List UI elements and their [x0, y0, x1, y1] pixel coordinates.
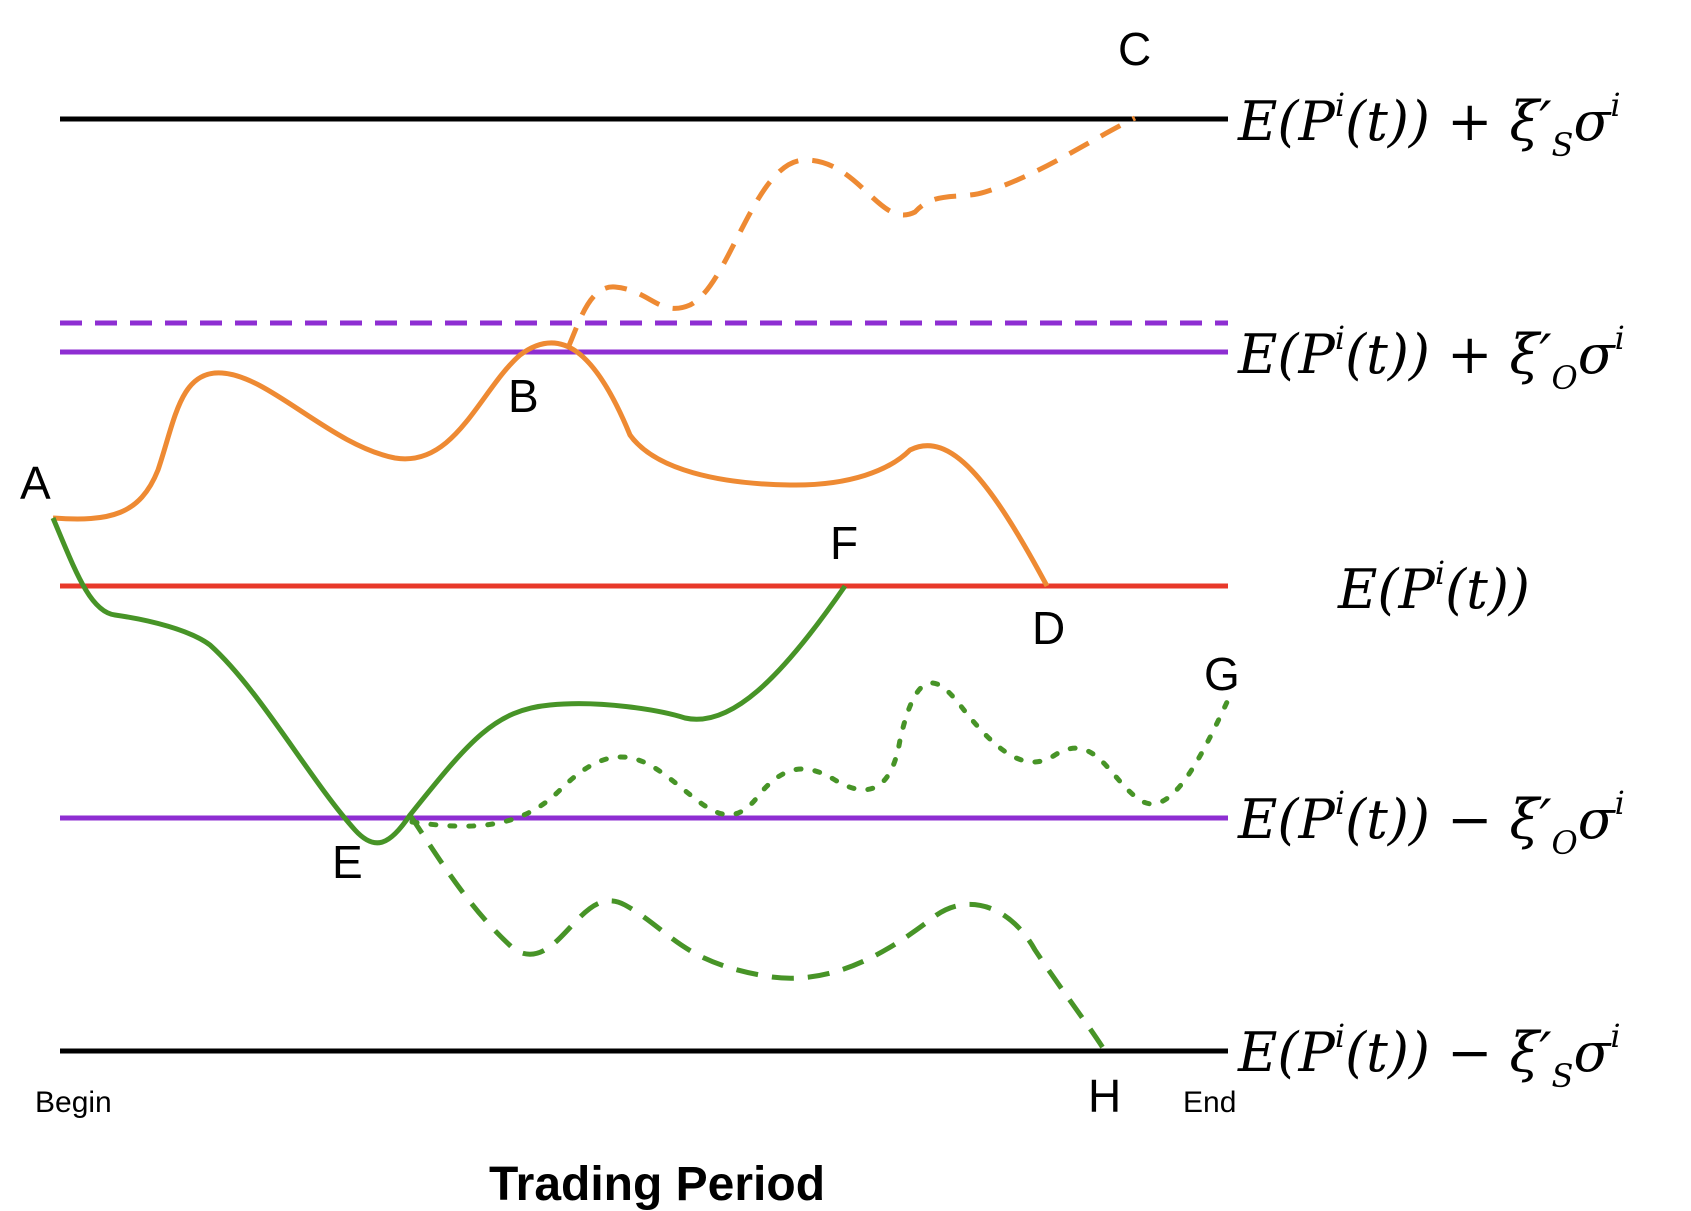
lower-stop-formula: E(Pi(t)) − ξ′Sσi — [1237, 1017, 1621, 1095]
green-dotted-path — [409, 680, 1231, 829]
mean-formula: E(Pi(t)) — [1337, 554, 1530, 621]
axis-title: Trading Period — [489, 1158, 825, 1211]
axis-begin-label: Begin — [35, 1086, 112, 1119]
point-label-b: B — [508, 370, 539, 422]
point-label-g: G — [1204, 648, 1240, 700]
point-label-f: F — [830, 517, 858, 569]
green-dashed-path — [407, 813, 1108, 1053]
point-label-d: D — [1032, 602, 1065, 654]
axis-end-label: End — [1183, 1086, 1236, 1119]
upper-open-formula: E(Pi(t)) + ξ′Oσi — [1237, 319, 1625, 397]
point-label-c: C — [1118, 23, 1151, 75]
point-label-e: E — [332, 836, 363, 888]
upper-stop-formula: E(Pi(t)) + ξ′Sσi — [1237, 86, 1621, 164]
orange-price-path — [52, 340, 1050, 588]
green-price-path — [50, 517, 848, 846]
point-label-a: A — [20, 457, 51, 509]
lower-open-formula: E(Pi(t)) − ξ′Oσi — [1237, 784, 1625, 862]
orange-breakout-dashed-path — [565, 115, 1137, 349]
point-label-h: H — [1088, 1070, 1121, 1122]
